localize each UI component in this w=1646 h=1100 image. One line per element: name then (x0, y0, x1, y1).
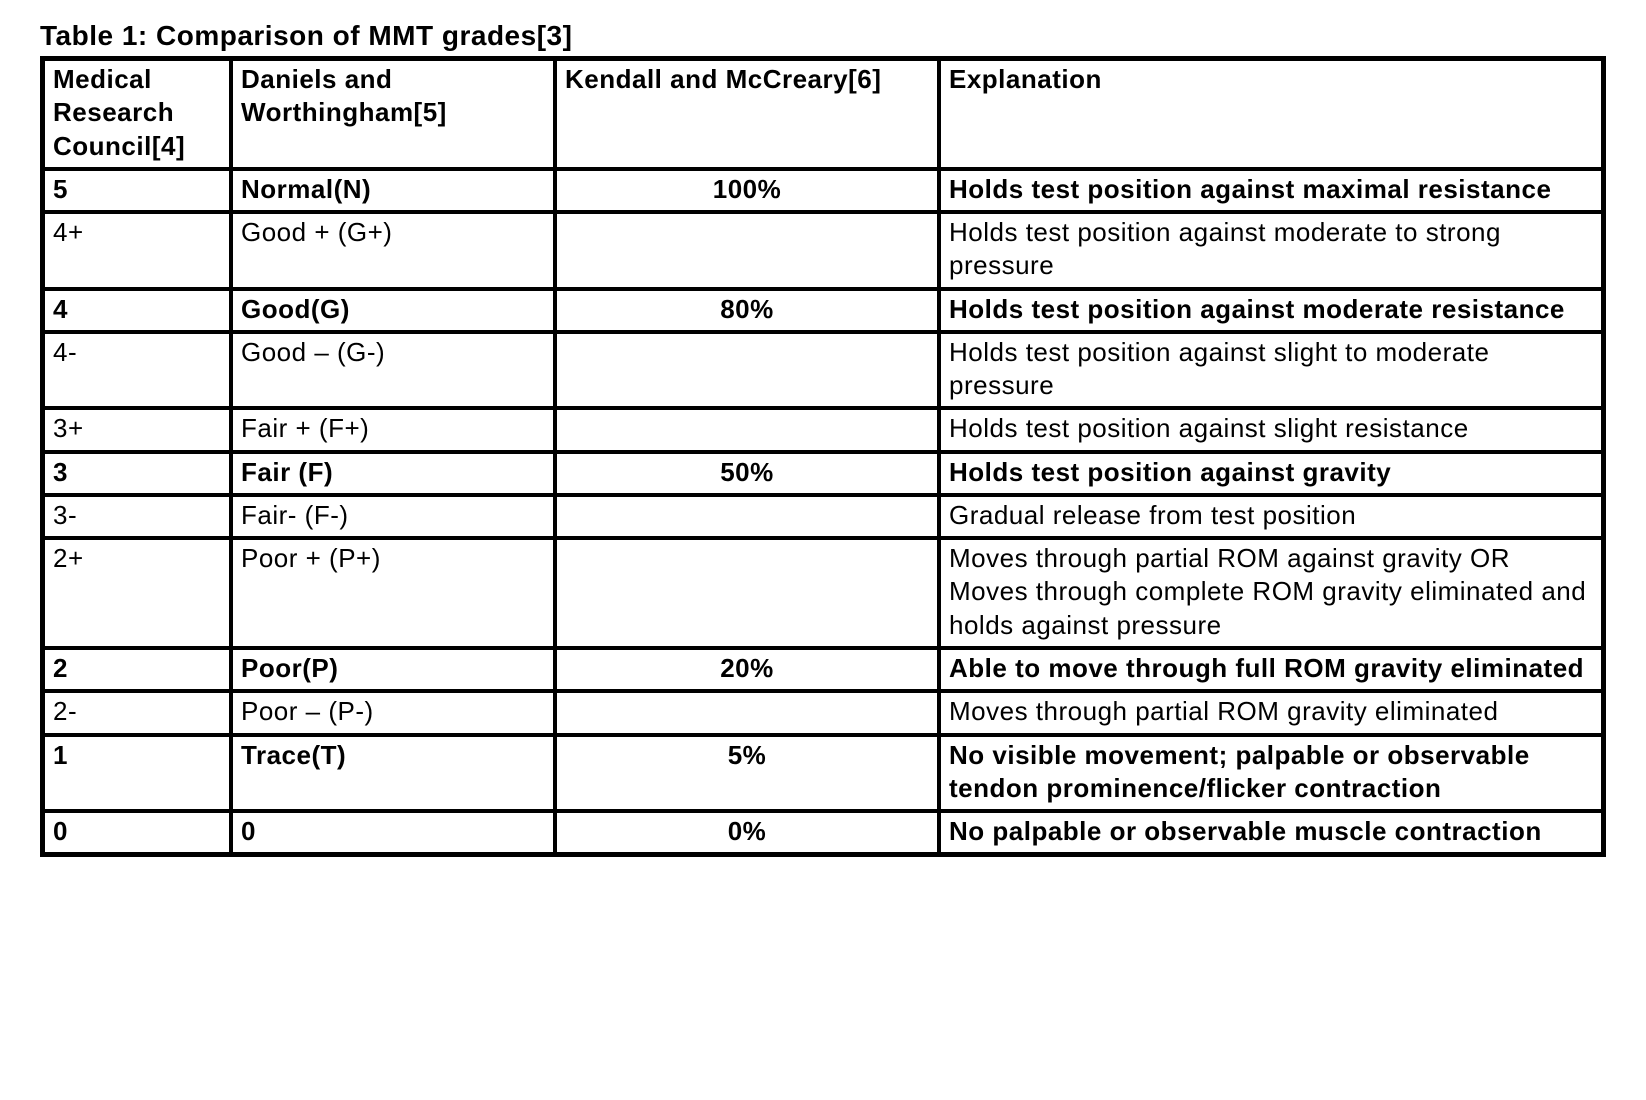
table-row: 2- Poor – (P-) Moves through partial ROM… (43, 691, 1603, 734)
cell-mrc: 2 (43, 648, 231, 691)
cell-daniels: 0 (231, 811, 555, 854)
cell-explanation: Holds test position against gravity (939, 452, 1603, 495)
cell-kendall (555, 495, 939, 538)
table-row: 3- Fair- (F-) Gradual release from test … (43, 495, 1603, 538)
cell-mrc: 3+ (43, 408, 231, 451)
cell-explanation: Holds test position against maximal resi… (939, 169, 1603, 212)
cell-mrc: 2- (43, 691, 231, 734)
cell-daniels: Trace(T) (231, 735, 555, 812)
cell-daniels: Poor – (P-) (231, 691, 555, 734)
cell-daniels: Poor + (P+) (231, 538, 555, 648)
column-header: Medical Research Council[4] (43, 59, 231, 169)
column-header: Kendall and McCreary[6] (555, 59, 939, 169)
cell-explanation: Holds test position against moderate to … (939, 212, 1603, 289)
table-body: 5 Normal(N) 100% Holds test position aga… (43, 169, 1603, 855)
cell-kendall (555, 212, 939, 289)
cell-explanation: Moves through partial ROM gravity elimin… (939, 691, 1603, 734)
cell-daniels: Fair (F) (231, 452, 555, 495)
column-header: Daniels and Worthingham[5] (231, 59, 555, 169)
table-row: 4- Good – (G-) Holds test position again… (43, 332, 1603, 409)
cell-daniels: Normal(N) (231, 169, 555, 212)
cell-mrc: 0 (43, 811, 231, 854)
column-header: Explanation (939, 59, 1603, 169)
table-header-row: Medical Research Council[4] Daniels and … (43, 59, 1603, 169)
cell-mrc: 3 (43, 452, 231, 495)
cell-mrc: 5 (43, 169, 231, 212)
cell-daniels: Good(G) (231, 289, 555, 332)
cell-mrc: 4 (43, 289, 231, 332)
table-row: 3+ Fair + (F+) Holds test position again… (43, 408, 1603, 451)
cell-explanation: Gradual release from test position (939, 495, 1603, 538)
cell-daniels: Fair- (F-) (231, 495, 555, 538)
cell-mrc: 2+ (43, 538, 231, 648)
table-title: Table 1: Comparison of MMT grades[3] (40, 20, 1606, 52)
table-row: 4+ Good + (G+) Holds test position again… (43, 212, 1603, 289)
table-row: 2+ Poor + (P+) Moves through partial ROM… (43, 538, 1603, 648)
cell-daniels: Fair + (F+) (231, 408, 555, 451)
cell-explanation: No palpable or observable muscle contrac… (939, 811, 1603, 854)
table-row: 5 Normal(N) 100% Holds test position aga… (43, 169, 1603, 212)
cell-kendall: 0% (555, 811, 939, 854)
cell-kendall: 80% (555, 289, 939, 332)
mmt-comparison-table: Medical Research Council[4] Daniels and … (40, 56, 1606, 857)
cell-mrc: 4+ (43, 212, 231, 289)
cell-mrc: 3- (43, 495, 231, 538)
table-row: 2 Poor(P) 20% Able to move through full … (43, 648, 1603, 691)
table-row: 0 0 0% No palpable or observable muscle … (43, 811, 1603, 854)
cell-explanation: Moves through partial ROM against gravit… (939, 538, 1603, 648)
cell-explanation: Holds test position against moderate res… (939, 289, 1603, 332)
cell-mrc: 1 (43, 735, 231, 812)
cell-kendall: 20% (555, 648, 939, 691)
cell-explanation: Holds test position against slight to mo… (939, 332, 1603, 409)
cell-kendall (555, 538, 939, 648)
cell-kendall: 100% (555, 169, 939, 212)
cell-kendall (555, 332, 939, 409)
cell-kendall (555, 408, 939, 451)
cell-explanation: No visible movement; palpable or observa… (939, 735, 1603, 812)
cell-explanation: Able to move through full ROM gravity el… (939, 648, 1603, 691)
cell-daniels: Good + (G+) (231, 212, 555, 289)
cell-daniels: Good – (G-) (231, 332, 555, 409)
table-row: 3 Fair (F) 50% Holds test position again… (43, 452, 1603, 495)
cell-kendall (555, 691, 939, 734)
cell-daniels: Poor(P) (231, 648, 555, 691)
table-row: 4 Good(G) 80% Holds test position agains… (43, 289, 1603, 332)
cell-kendall: 5% (555, 735, 939, 812)
cell-mrc: 4- (43, 332, 231, 409)
cell-kendall: 50% (555, 452, 939, 495)
table-row: 1 Trace(T) 5% No visible movement; palpa… (43, 735, 1603, 812)
cell-explanation: Holds test position against slight resis… (939, 408, 1603, 451)
